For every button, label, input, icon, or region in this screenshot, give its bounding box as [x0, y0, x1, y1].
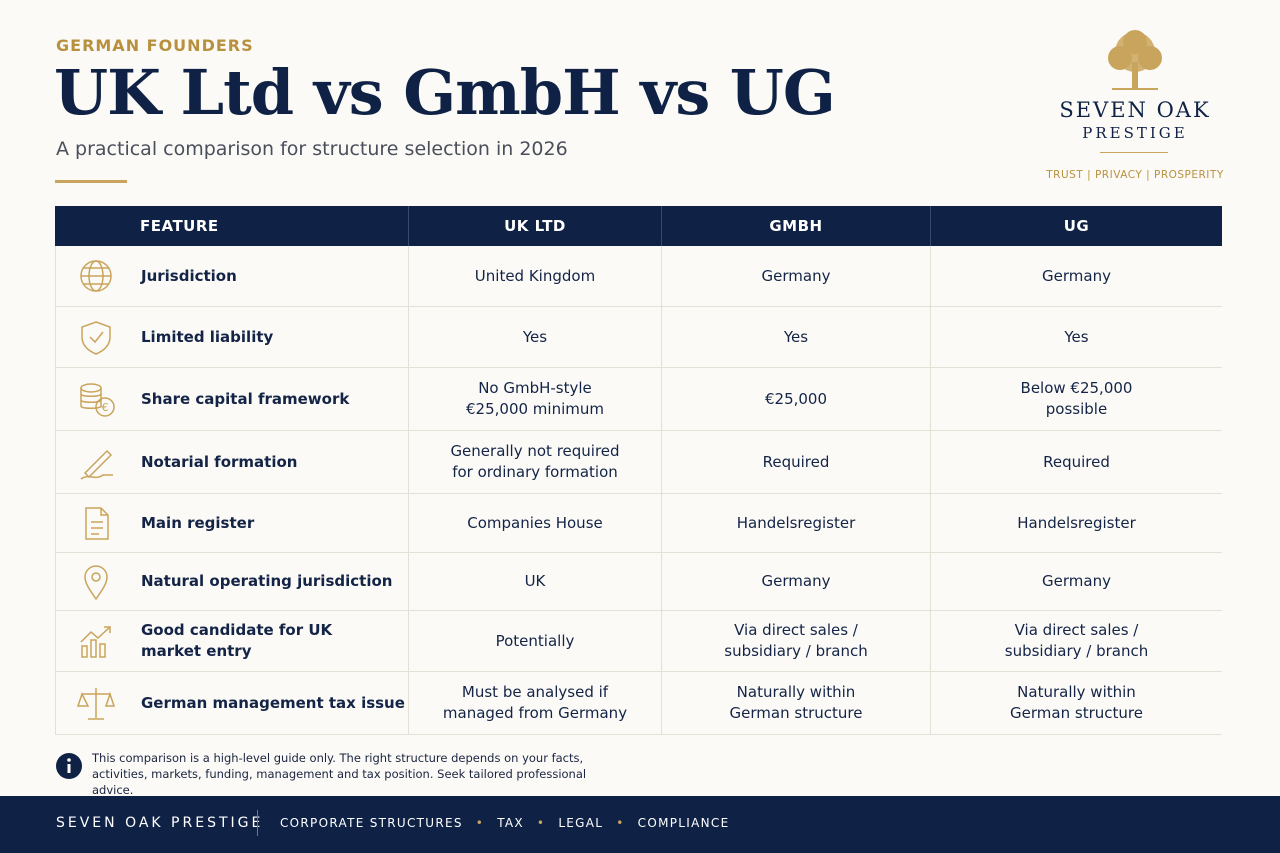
table-cell: Via direct sales / subsidiary / branch: [930, 611, 1222, 671]
info-icon: [56, 753, 82, 779]
table-cell: Germany: [930, 553, 1222, 610]
table-cell: Below €25,000 possible: [930, 368, 1222, 430]
table-cell: United Kingdom: [408, 246, 661, 306]
column-header: GMBH: [661, 206, 930, 246]
logo-tree: [1108, 30, 1162, 90]
table-row: German management tax issue Must be analy…: [55, 672, 1222, 735]
table-cell: Yes: [930, 307, 1222, 367]
title: UK Ltd vs GmbH vs UG: [54, 56, 836, 129]
table-cell: UK: [408, 553, 661, 610]
dot: •: [616, 816, 625, 830]
table-cell: €25,000: [661, 368, 930, 430]
row-icon: [77, 688, 116, 720]
table-cell: Yes: [408, 307, 661, 367]
svg-text:€: €: [102, 401, 109, 414]
column-header: FEATURE: [140, 216, 219, 235]
table-cell: Good candidate for UK market entry: [55, 611, 408, 671]
footer-item: COMPLIANCE: [637, 816, 730, 830]
eyebrow: GERMAN FOUNDERS: [56, 36, 254, 55]
table-row: Notarial formation Generally not required…: [55, 431, 1222, 494]
table-cell: Germany: [930, 246, 1222, 306]
column-header: UG: [930, 206, 1222, 246]
table-cell: Via direct sales / subsidiary / branch: [661, 611, 930, 671]
row-icon: €: [80, 383, 115, 417]
column-header: UK LTD: [408, 206, 661, 246]
row-icon: [84, 564, 108, 600]
footer-item: TAX: [497, 816, 524, 830]
table-cell: Required: [930, 431, 1222, 493]
disclaimer: This comparison is a high-level guide on…: [92, 751, 587, 797]
row-icon: [85, 507, 109, 540]
divider: [257, 810, 258, 836]
logo-name: PRESTIGE: [1082, 124, 1188, 142]
footer-item: LEGAL: [558, 816, 604, 830]
tagline-item: TRUST: [1046, 169, 1084, 181]
row-icon: [80, 260, 112, 292]
row-icon: [80, 626, 111, 658]
table-cell: Germany: [661, 553, 930, 610]
table-cell: Must be analysed if managed from Germany: [408, 672, 661, 734]
table-cell: Limited liability: [55, 307, 408, 367]
table-cell: Naturally within German structure: [930, 672, 1222, 734]
table-row: Natural operating jurisdiction UK Germany G…: [55, 553, 1222, 611]
table-cell: Handelsregister: [661, 494, 930, 552]
table-cell: German management tax issue: [55, 672, 408, 734]
accent-line: [55, 180, 127, 183]
table-cell: Natural operating jurisdiction: [55, 553, 408, 610]
footer: SEVEN OAK PRESTIGE CORPORATE STRUCTURES •…: [0, 796, 1280, 853]
table-cell: Potentially: [408, 611, 661, 671]
table-row: Share capital framework No GmbH-style €25…: [55, 368, 1222, 431]
footer-item: CORPORATE STRUCTURES: [280, 816, 463, 830]
table-cell: Handelsregister: [930, 494, 1222, 552]
table-cell: Yes: [661, 307, 930, 367]
table-cell: Companies House: [408, 494, 661, 552]
table-row: Main register Companies House Handelsregis…: [55, 494, 1222, 553]
table-cell: No GmbH-style €25,000 minimum: [408, 368, 661, 430]
separator: |: [1083, 169, 1095, 181]
subtitle: A practical comparison for structure sel…: [56, 138, 568, 160]
table-cell: Share capital framework: [55, 368, 408, 430]
dot: •: [536, 816, 546, 830]
logo-name: SEVEN OAK: [1059, 98, 1211, 122]
logo-line: [1100, 152, 1168, 153]
table-cell: Notarial formation: [55, 431, 408, 493]
row-icon: [81, 321, 111, 355]
row-icon: [80, 449, 113, 480]
table-cell: Generally not required for ordinary form…: [408, 431, 661, 493]
tagline-item: PROSPERITY: [1153, 169, 1224, 181]
table-cell: Main register: [55, 494, 408, 552]
separator: |: [1142, 169, 1154, 181]
table-row: Good candidate for UK market entry Potent…: [55, 611, 1222, 672]
table-row: Limited liability Yes Yes Yes: [55, 307, 1222, 368]
table-cell: Required: [661, 431, 930, 493]
table-row: Jurisdiction United Kingdom Germany Germany: [55, 246, 1222, 307]
tagline: TRUST | PRIVACY | PROSPERITY: [1020, 169, 1250, 181]
footer-items: CORPORATE STRUCTURES • TAX • LEGAL • COMPLIANC…: [280, 816, 729, 830]
tagline-item: PRIVACY: [1094, 169, 1143, 181]
dot: •: [475, 816, 485, 830]
table-cell: Jurisdiction: [55, 246, 408, 306]
table-header: FEATURE UK LTD GMBH UG: [55, 206, 1222, 246]
footer-brand: SEVEN OAK PRESTIGE: [56, 815, 264, 831]
table-cell: Naturally within German structure: [661, 672, 930, 734]
table-cell: Germany: [661, 246, 930, 306]
